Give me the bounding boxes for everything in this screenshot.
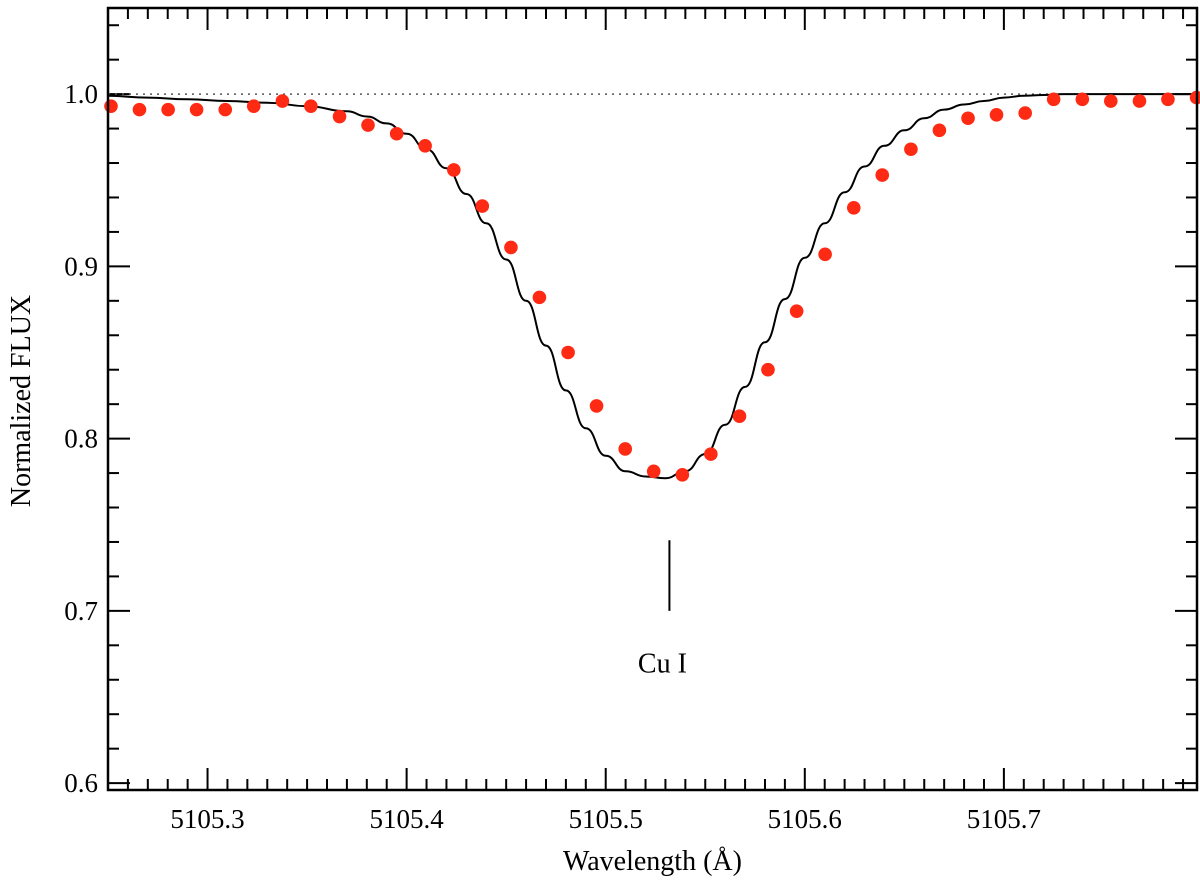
data-point bbox=[418, 138, 432, 153]
data-point bbox=[389, 126, 404, 141]
data-point bbox=[104, 99, 118, 113]
axis-ticks bbox=[107, 8, 1197, 790]
x-tick-label: 5105.4 bbox=[370, 804, 445, 834]
x-axis-title: Wavelength (Å) bbox=[563, 846, 742, 877]
y-tick-label: 0.7 bbox=[64, 596, 98, 626]
data-point bbox=[1046, 92, 1061, 107]
data-point bbox=[818, 247, 832, 262]
x-tick-label: 5105.5 bbox=[569, 804, 643, 834]
data-point bbox=[1161, 92, 1175, 107]
data-point bbox=[447, 163, 461, 177]
y-tick-label: 0.9 bbox=[64, 251, 98, 281]
y-tick-label: 0.8 bbox=[64, 424, 98, 454]
data-point bbox=[932, 123, 947, 138]
data-point bbox=[675, 467, 690, 482]
data-point bbox=[704, 447, 718, 461]
data-point bbox=[618, 442, 633, 456]
data-point bbox=[789, 304, 804, 318]
plot-frame bbox=[106, 6, 1199, 792]
y-tick-label: 0.6 bbox=[64, 768, 98, 798]
data-point bbox=[1189, 90, 1200, 105]
data-point bbox=[1103, 94, 1118, 108]
data-point bbox=[161, 102, 175, 117]
data-point bbox=[1132, 94, 1147, 108]
synthetic-spectrum-line bbox=[107, 93, 1197, 480]
x-tick-labels: 5105.3 5105.4 5105.5 5105.6 5105.7 bbox=[170, 804, 1041, 834]
data-point bbox=[846, 201, 861, 215]
data-point bbox=[246, 99, 261, 113]
data-point bbox=[875, 168, 890, 182]
y-tick-labels: 0.6 0.7 0.8 0.9 1.0 bbox=[64, 79, 98, 798]
data-point bbox=[1075, 92, 1090, 107]
data-point bbox=[761, 362, 775, 377]
data-point bbox=[646, 464, 661, 479]
cu-line-label: Cu I bbox=[638, 649, 687, 680]
x-tick-label: 5105.7 bbox=[967, 804, 1041, 834]
data-point bbox=[904, 142, 918, 157]
data-point bbox=[475, 199, 490, 213]
y-tick-label: 1.0 bbox=[64, 79, 98, 109]
y-axis-title: Normalized FLUX bbox=[6, 295, 37, 507]
data-point bbox=[361, 118, 375, 132]
data-point bbox=[961, 111, 975, 126]
observed-points bbox=[104, 90, 1200, 482]
data-point bbox=[275, 94, 290, 108]
data-point bbox=[561, 345, 575, 360]
data-point bbox=[332, 109, 347, 124]
data-point bbox=[1018, 106, 1032, 120]
data-point bbox=[189, 102, 204, 117]
data-point bbox=[732, 409, 747, 424]
data-point bbox=[304, 99, 318, 113]
x-tick-label: 5105.3 bbox=[170, 804, 244, 834]
data-point bbox=[504, 240, 518, 255]
data-point bbox=[532, 290, 547, 305]
data-point bbox=[589, 399, 604, 413]
data-point bbox=[218, 102, 233, 117]
data-point bbox=[132, 102, 147, 117]
x-tick-label: 5105.6 bbox=[768, 804, 842, 834]
data-point bbox=[989, 107, 1004, 122]
